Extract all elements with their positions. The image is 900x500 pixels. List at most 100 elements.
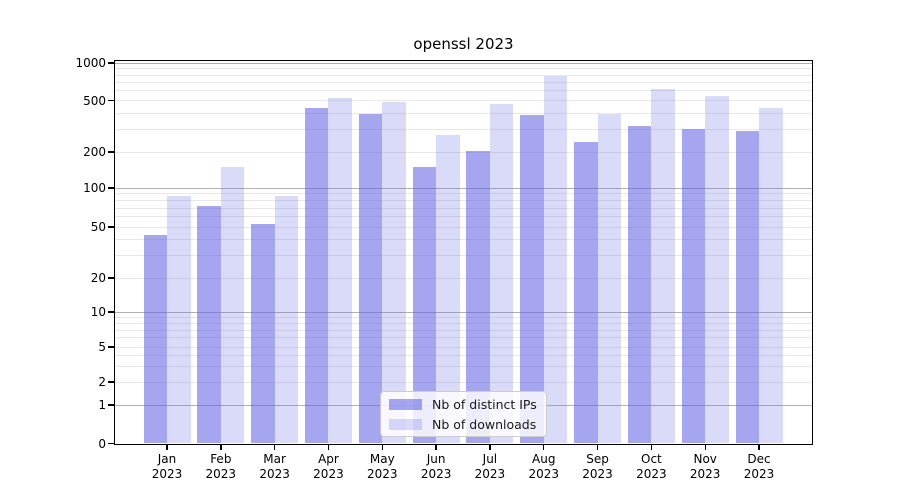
x-tick-mark [381, 445, 383, 450]
bar-distinct-ips [574, 141, 598, 444]
chart-title: openssl 2023 [413, 35, 514, 53]
bar-distinct-ips [520, 115, 544, 444]
x-tick-mark [489, 445, 491, 450]
y-tick-label: 5 [98, 340, 106, 354]
bar-distinct-ips [143, 235, 167, 444]
bar-distinct-ips [466, 150, 490, 444]
bar-distinct-ips [627, 125, 652, 444]
y-tick-mark [108, 346, 114, 348]
x-tick-label: Jul 2023 [474, 452, 506, 481]
y-tick-label: 50 [90, 220, 106, 234]
bar-downloads [705, 95, 729, 444]
gridline-minor [115, 329, 812, 331]
bar-downloads [274, 196, 299, 444]
x-tick-mark [435, 445, 437, 450]
gridline-minor [115, 74, 812, 76]
y-tick-mark [108, 226, 114, 228]
x-tick-mark [327, 445, 330, 450]
gridline-minor [115, 128, 812, 130]
y-tick-mark [108, 311, 114, 313]
gridline-minor [115, 337, 812, 339]
gridline-minor [115, 112, 812, 114]
y-tick-mark [108, 381, 114, 383]
bar-downloads [220, 166, 245, 444]
gridline-minor [115, 207, 812, 209]
bar-distinct-ips [358, 113, 383, 444]
bar-downloads [543, 76, 568, 444]
legend: Nb of distinct IPs Nb of downloads [380, 391, 547, 437]
gridline-minor [115, 100, 812, 101]
gridline-minor [115, 355, 812, 357]
gridline-minor [115, 366, 812, 367]
legend-swatch-downloads [389, 418, 422, 430]
plot-area [114, 60, 813, 445]
bar-distinct-ips [681, 129, 706, 444]
x-tick-label: Nov 2023 [689, 452, 721, 481]
y-tick-label: 200 [83, 145, 106, 159]
gridline-major [115, 62, 812, 64]
bar-downloads [382, 102, 406, 444]
y-tick-label: 2 [98, 375, 106, 389]
y-tick-label: 100 [83, 181, 106, 195]
gridline-minor [115, 151, 812, 153]
legend-item-downloads: Nb of downloads [389, 416, 536, 432]
x-tick-mark [166, 445, 168, 450]
y-tick-label: 20 [90, 271, 106, 285]
y-tick-mark [108, 277, 114, 279]
gridline-minor [115, 90, 812, 92]
gridline-minor [115, 346, 812, 348]
legend-item-distinct-ips: Nb of distinct IPs [389, 396, 537, 412]
bar-distinct-ips [735, 131, 760, 444]
y-tick-mark [108, 187, 114, 189]
gridline-minor [115, 277, 812, 279]
x-tick-mark [220, 445, 222, 450]
bar-downloads [489, 103, 514, 444]
x-tick-label: Oct 2023 [636, 452, 667, 481]
gridline-minor [115, 81, 812, 83]
x-tick-mark [543, 445, 545, 450]
gridline-minor [115, 238, 812, 240]
y-tick-mark [108, 151, 114, 153]
gridline-minor [115, 254, 812, 256]
x-tick-mark [758, 445, 760, 450]
y-tick-mark [108, 442, 114, 445]
bar-distinct-ips [197, 205, 221, 444]
y-tick-mark [108, 62, 114, 64]
gridline-minor [115, 216, 812, 218]
x-tick-mark [273, 445, 276, 450]
x-tick-label: Jan 2023 [151, 452, 183, 481]
x-tick-label: Sep 2023 [582, 452, 613, 481]
bar-downloads [328, 98, 352, 444]
gridline-minor [115, 68, 812, 70]
x-tick-label: Dec 2023 [743, 452, 775, 481]
bar-downloads [436, 135, 460, 444]
y-tick-mark [108, 99, 114, 102]
x-tick-label: Jun 2023 [420, 452, 452, 481]
y-tick-label: 1 [98, 398, 106, 412]
gridline-minor [115, 193, 812, 195]
legend-swatch-distinct-ips [389, 398, 422, 410]
bar-distinct-ips [251, 223, 275, 444]
x-tick-label: Aug 2023 [528, 452, 559, 481]
bar-downloads [167, 196, 191, 444]
y-tick-label: 500 [83, 93, 106, 108]
gridline-minor [115, 200, 812, 202]
gridline-minor [115, 322, 812, 324]
gridline-minor [115, 226, 812, 228]
y-tick-mark [108, 404, 114, 406]
x-tick-mark [704, 445, 706, 450]
legend-label-downloads: Nb of downloads [432, 416, 537, 432]
bar-downloads [651, 89, 675, 444]
x-tick-mark [596, 445, 599, 450]
y-tick-label: 10 [90, 305, 106, 319]
x-tick-label: Apr 2023 [313, 452, 344, 481]
gridline-major [115, 311, 812, 313]
bar-distinct-ips [412, 166, 437, 444]
x-tick-label: Feb 2023 [205, 452, 237, 481]
bar-downloads [759, 107, 783, 444]
gridline-minor [115, 316, 812, 318]
bar-downloads [597, 114, 622, 444]
bar-distinct-ips [304, 107, 329, 444]
x-tick-mark [650, 445, 653, 450]
